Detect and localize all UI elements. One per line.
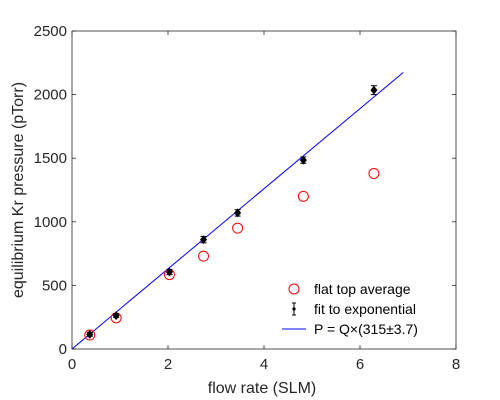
flat-top-point	[297, 190, 309, 202]
x-tick-label: 4	[260, 356, 268, 373]
point-marker	[86, 329, 94, 339]
y-tick-label: 500	[42, 277, 67, 294]
legend-label: flat top average	[314, 281, 411, 297]
fit-exponential-point	[370, 85, 378, 96]
x-tick-label: 6	[356, 356, 364, 373]
x-tick-label: 2	[164, 356, 172, 373]
legend-label: fit to exponential	[314, 301, 416, 317]
plot-area	[71, 72, 404, 350]
flat-top-point	[198, 250, 210, 262]
point-marker	[234, 208, 242, 218]
point-marker	[112, 311, 120, 321]
y-axis-label: equilibrium Kr pressure (pTorr)	[10, 82, 27, 298]
point-marker	[200, 235, 208, 245]
fit-exponential-point	[200, 235, 208, 245]
point-marker	[299, 155, 307, 165]
y-tick-label: 2000	[34, 87, 67, 104]
fit-exponential-point	[112, 311, 120, 321]
x-tick-label: 8	[452, 356, 460, 373]
y-tick-label: 1000	[34, 214, 67, 231]
legend-marker-circle	[288, 283, 300, 295]
fit-exponential-point	[165, 267, 173, 277]
y-tick-label: 0	[59, 341, 67, 358]
flat-top-point	[232, 222, 244, 234]
legend: flat top average fit to exponential P = Q×…	[276, 279, 442, 339]
point-marker	[370, 85, 378, 95]
x-axis-label: flow rate (SLM)	[208, 380, 316, 397]
legend-label: P = Q×(315±3.7)	[314, 321, 418, 337]
fit-exponential-point	[86, 329, 94, 339]
x-tick-label: 0	[68, 356, 76, 373]
fit-exponential-point	[299, 155, 307, 165]
point-marker	[165, 267, 173, 277]
axes: 0 2 4 6 8 0 500 1000 1500 2000 2500	[34, 23, 461, 373]
flat-top-point	[368, 167, 380, 179]
y-tick-label: 1500	[34, 150, 67, 167]
legend-marker-dot	[292, 307, 296, 311]
y-tick-label: 2500	[34, 23, 67, 40]
fit-exponential-point	[234, 208, 242, 218]
